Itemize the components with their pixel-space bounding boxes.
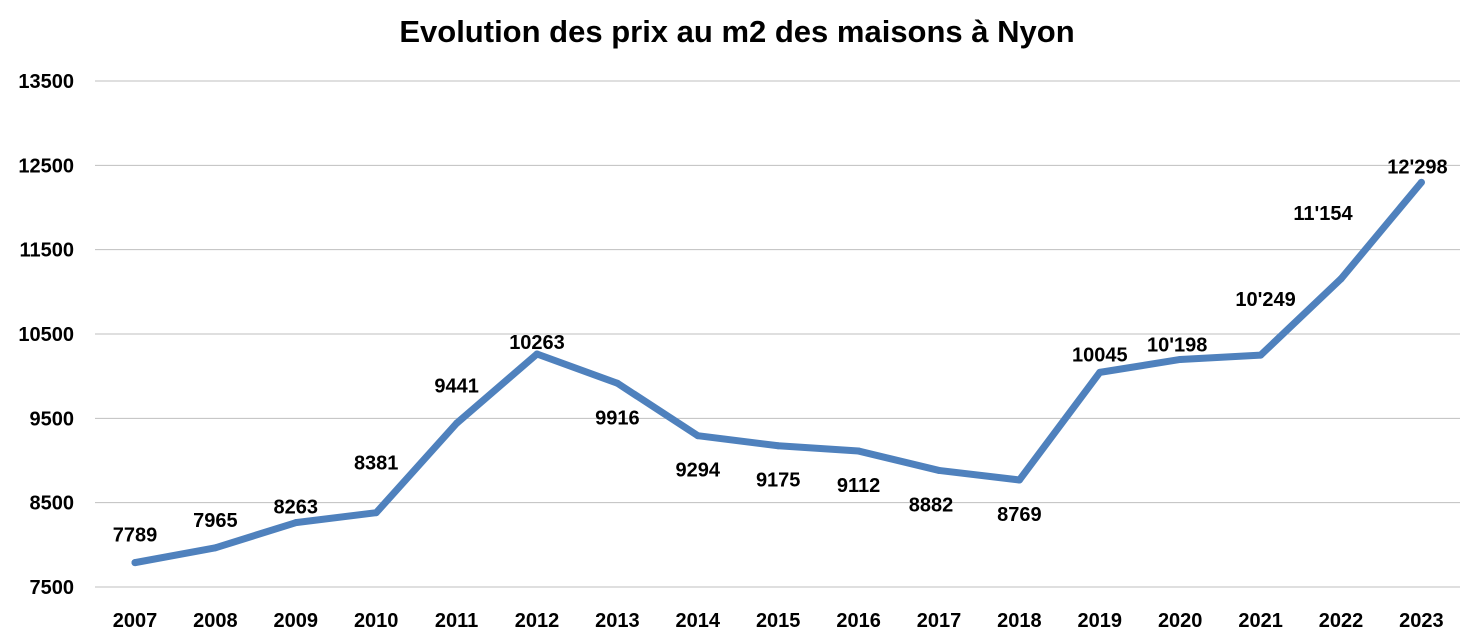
x-tick-label: 2015 — [756, 610, 801, 632]
data-label: 11'154 — [1293, 203, 1353, 225]
data-point — [694, 432, 702, 440]
x-tick-label: 2011 — [435, 610, 478, 632]
chart-title: Evolution des prix au m2 des maisons à N… — [399, 14, 1075, 49]
data-label: 10'249 — [1235, 289, 1295, 311]
y-tick-label: 8500 — [30, 493, 75, 515]
data-label: 7789 — [113, 525, 158, 547]
data-label: 10263 — [509, 332, 565, 354]
data-point — [453, 419, 461, 427]
data-point — [1015, 476, 1023, 484]
y-tick-label: 10500 — [18, 324, 74, 346]
data-point — [1257, 351, 1265, 359]
data-point — [1096, 368, 1104, 376]
data-label: 8263 — [274, 497, 319, 519]
data-point — [533, 350, 541, 358]
y-tick-label: 9500 — [30, 408, 75, 430]
data-point — [1417, 178, 1425, 186]
data-label: 8882 — [909, 494, 954, 516]
data-label: 9175 — [756, 470, 801, 492]
y-tick-label: 12500 — [18, 155, 74, 177]
data-label: 8381 — [354, 453, 399, 475]
data-point — [211, 544, 219, 552]
data-label: 9916 — [595, 407, 640, 429]
data-label: 7965 — [193, 510, 238, 532]
x-tick-label: 2021 — [1238, 610, 1283, 632]
data-label: 12'298 — [1387, 156, 1447, 178]
x-tick-label: 2008 — [193, 610, 238, 632]
data-label: 9294 — [676, 460, 721, 482]
data-point — [131, 559, 139, 567]
x-tick-label: 2013 — [595, 610, 640, 632]
data-point — [292, 519, 300, 527]
y-tick-label: 13500 — [18, 71, 74, 93]
y-tick-label: 11500 — [19, 240, 74, 262]
x-tick-label: 2009 — [274, 610, 319, 632]
data-label: 9112 — [837, 475, 880, 497]
data-point — [1176, 355, 1184, 363]
x-tick-label: 2022 — [1319, 610, 1364, 632]
x-tick-label: 2007 — [113, 610, 158, 632]
x-tick-label: 2010 — [354, 610, 399, 632]
data-point — [774, 442, 782, 450]
data-point — [613, 379, 621, 387]
data-label: 10045 — [1072, 344, 1128, 366]
x-tick-label: 2023 — [1399, 610, 1444, 632]
series-line — [131, 178, 1425, 567]
data-point — [935, 466, 943, 474]
data-label: 10'198 — [1147, 334, 1207, 356]
x-tick-label: 2019 — [1078, 610, 1123, 632]
data-label: 9441 — [434, 375, 479, 397]
x-tick-label: 2014 — [676, 610, 721, 632]
data-point — [372, 509, 380, 517]
x-tick-label: 2012 — [515, 610, 560, 632]
x-tick-label: 2017 — [917, 610, 962, 632]
data-label: 8769 — [997, 504, 1042, 526]
x-tick-label: 2016 — [836, 610, 881, 632]
data-point — [855, 447, 863, 455]
x-tick-label: 2018 — [997, 610, 1042, 632]
x-tick-label: 2020 — [1158, 610, 1203, 632]
y-tick-label: 7500 — [30, 577, 75, 599]
data-point — [1337, 275, 1345, 283]
